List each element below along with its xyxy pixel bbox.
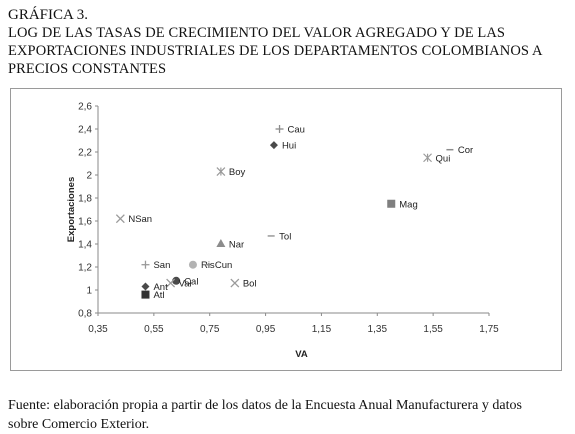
point-bol: Bol (230, 279, 257, 290)
point-qui: Qui (423, 153, 451, 164)
point-label: Qui (436, 153, 451, 164)
point-label: San (153, 260, 170, 271)
point-label: NSan (128, 214, 152, 225)
y-tick-label: 1,6 (78, 217, 92, 228)
point-label: Cun (215, 260, 232, 271)
chart-frame (10, 88, 562, 371)
y-tick-label: 0,8 (78, 309, 92, 320)
y-tick-label: 1 (86, 286, 92, 297)
figure-header: GRÁFICA 3. LOG DE LAS TASAS DE CRECIMIEN… (8, 6, 568, 78)
x-tick-label: 1,15 (312, 324, 332, 335)
point-nar: Nar (216, 239, 244, 251)
figure-title-line-3: PRECIOS CONSTANTES (8, 61, 167, 77)
x-axis-title: VA (295, 349, 308, 360)
point-label: Nar (229, 240, 244, 251)
point-cau: Cau (275, 125, 305, 136)
x-tick-label: 0,35 (88, 324, 108, 335)
x-tick-label: 0,55 (144, 324, 164, 335)
y-tick-label: 2,4 (78, 125, 92, 136)
x-tick-label: 1,75 (479, 324, 499, 335)
figure-label: GRÁFICA 3. (8, 7, 89, 23)
point-label: Val (179, 279, 192, 290)
chart-axes (95, 105, 490, 316)
y-tick-label: 1,2 (78, 263, 92, 274)
source-note: Fuente: elaboración propia a partir de l… (8, 396, 570, 434)
point-boy: Boy (216, 167, 246, 178)
point-label: Hui (282, 141, 296, 152)
point-hui: Hui (269, 141, 296, 152)
point-val: Val (166, 279, 192, 290)
point-label: Cau (288, 125, 305, 136)
point-label: Boy (229, 167, 246, 178)
y-tick-label: 2,6 (78, 102, 92, 113)
y-tick-label: 1,8 (78, 194, 92, 205)
point-label: Mag (399, 199, 417, 210)
source-line-1: Fuente: elaboración propia a partir de l… (8, 398, 522, 413)
point-san: San (141, 260, 170, 271)
point-label: Cor (458, 145, 473, 156)
point-ris: Ris (188, 260, 215, 271)
point-label: Atl (153, 290, 164, 301)
point-label: Bol (243, 279, 257, 290)
point-cor: Cor (446, 145, 473, 156)
point-nsan: NSan (115, 214, 152, 225)
x-tick-label: 0,75 (200, 324, 220, 335)
y-tick-label: 2,2 (78, 148, 92, 159)
point-label: Ant (153, 282, 168, 293)
point-atl: Atl (141, 290, 165, 301)
y-axis-title: Exportaciones (66, 177, 77, 242)
point-label: Tol (279, 231, 291, 242)
x-tick-label: 1,35 (368, 324, 388, 335)
source-line-2: sobre Comercio Exterior. (8, 417, 150, 432)
point-label: Ris (201, 260, 215, 271)
y-tick-label: 2 (86, 171, 92, 182)
y-tick-label: 1,4 (78, 240, 92, 251)
figure-title-line-2: EXPORTACIONES INDUSTRIALES DE LOS DEPART… (8, 43, 543, 59)
chart-tick-labels: 0,8 1 1,2 1,4 1,6 1,8 2 2,2 2,4 2,6 0,35 0,55 0,75 0,… (78, 102, 499, 336)
point-tol: Tol (267, 231, 291, 242)
point-label: Cal (184, 276, 198, 287)
x-tick-label: 1,55 (423, 324, 443, 335)
x-tick-label: 0,95 (256, 324, 276, 335)
figure-title-line-1: LOG DE LAS TASAS DE CRECIMIENTO DEL VALO… (8, 25, 506, 41)
point-ant: Ant (141, 282, 168, 293)
point-cun: Cun (203, 260, 232, 271)
point-mag: Mag (387, 199, 418, 210)
chart-points: Cau Hui Cor Qui Boy Mag NSan Tol Nar San Ris Cun Cal… (115, 125, 473, 301)
